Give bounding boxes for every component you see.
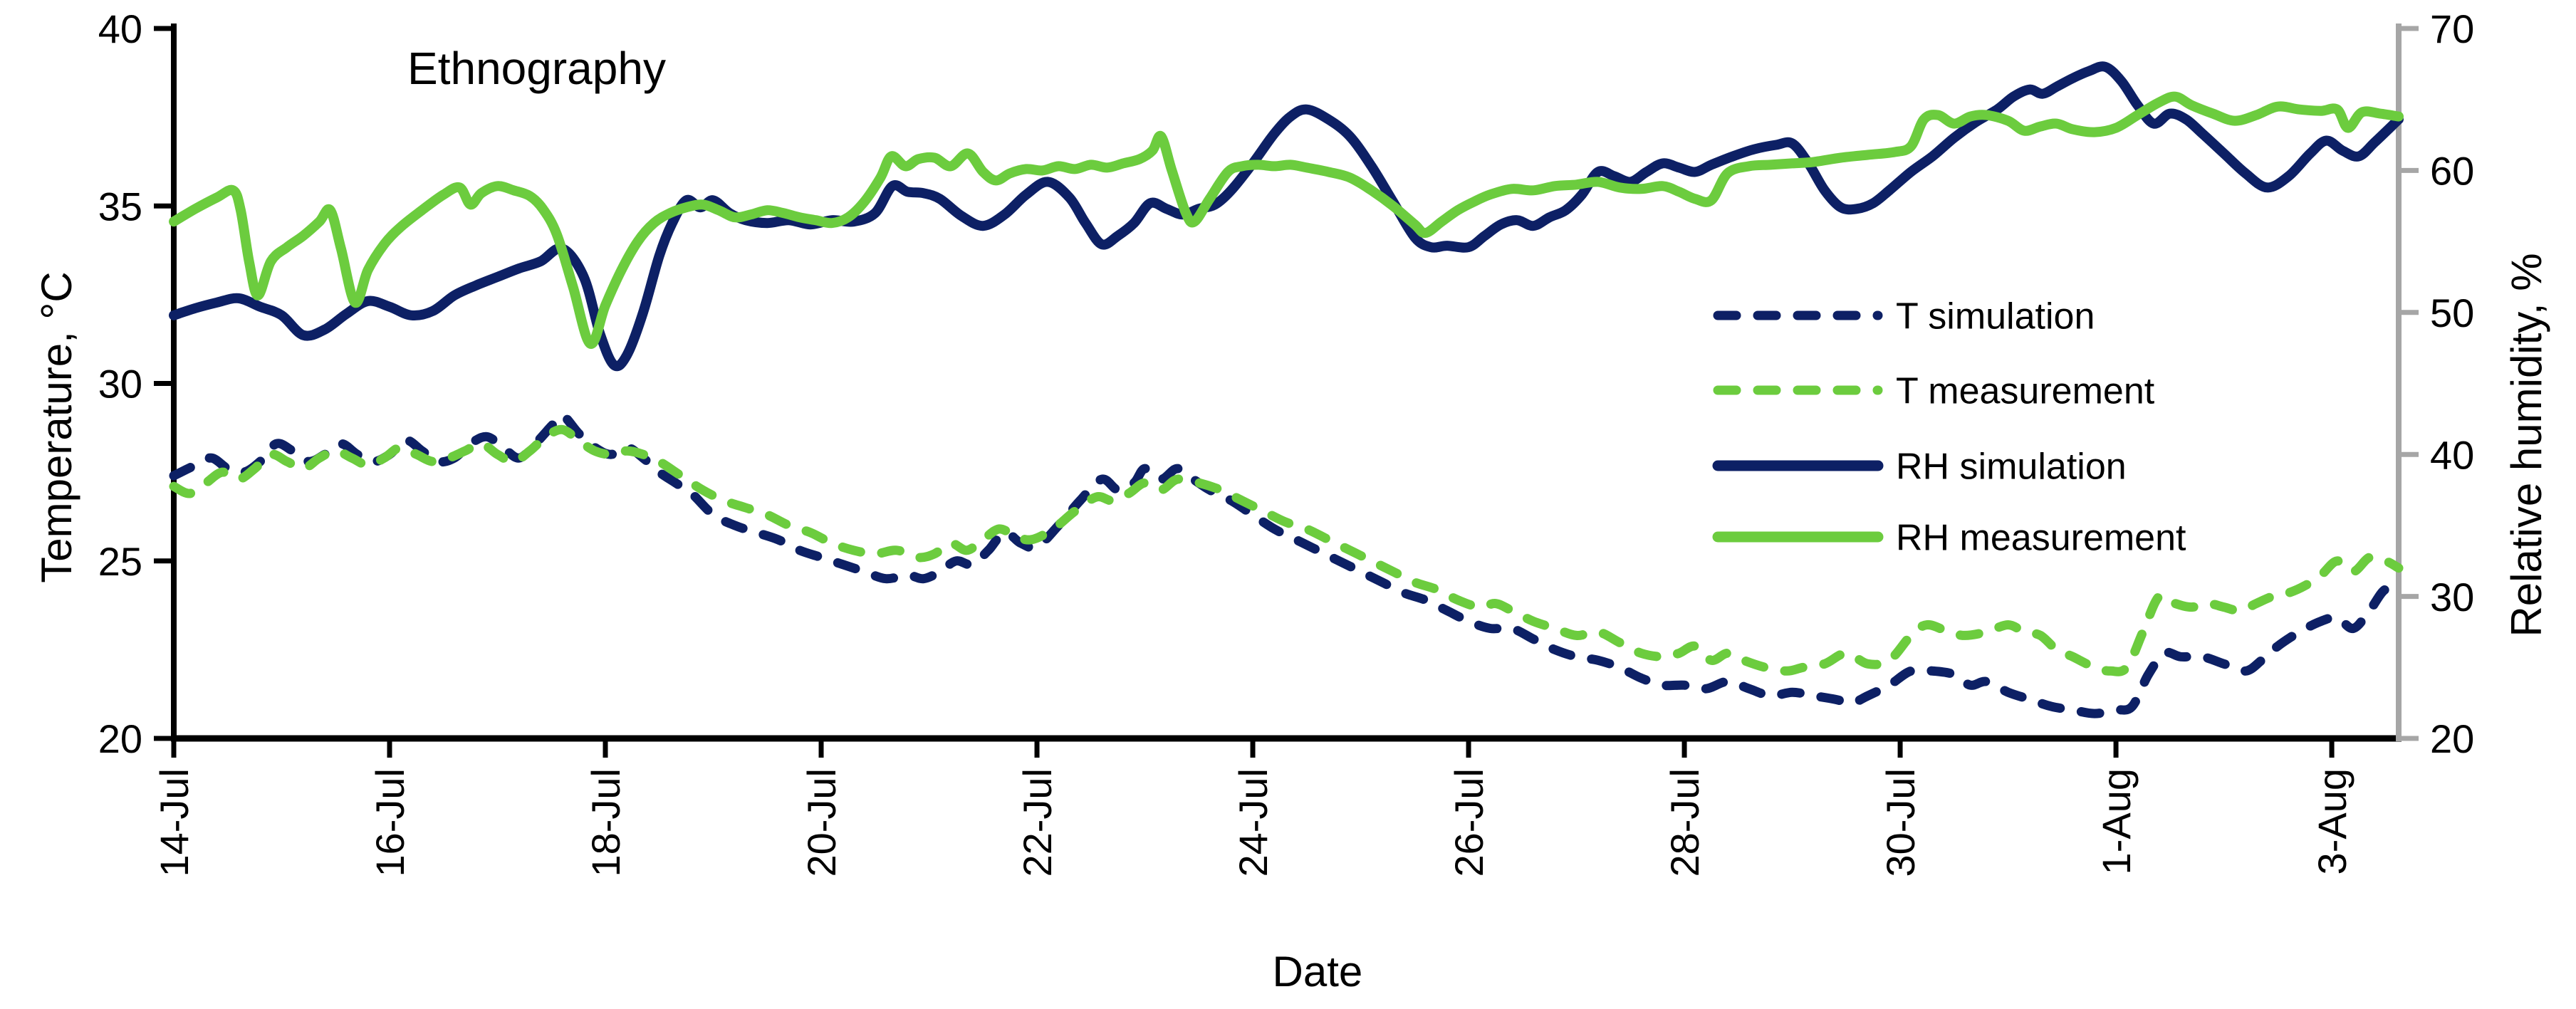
y-left-tick-label: 35 [98, 184, 142, 229]
legend-label: RH simulation [1896, 446, 2127, 488]
right-axis-tick-labels: 70 60 50 40 30 20 [2430, 6, 2474, 761]
legend-item-rh-measurement: RH measurement [1712, 518, 2186, 559]
legend-label: T simulation [1896, 296, 2095, 338]
legend-label: RH measurement [1896, 518, 2186, 559]
x-tick-label: 30-Jul [1878, 768, 1923, 877]
data-series [169, 61, 2404, 718]
y-right-tick-label: 20 [2430, 716, 2474, 761]
y-left-tick-label: 25 [98, 539, 142, 584]
y-left-tick-label: 40 [98, 6, 142, 51]
x-tick-label: 22-Jul [1015, 768, 1060, 877]
y-right-tick-label: 40 [2430, 432, 2474, 477]
x-tick-label: 18-Jul [583, 768, 628, 877]
legend-label: T measurement [1896, 371, 2155, 412]
y-right-tick-label: 60 [2430, 149, 2474, 194]
y-left-tick-label: 20 [98, 716, 142, 761]
x-tick-label: 14-Jul [152, 768, 197, 877]
x-tick-label: 20-Jul [799, 768, 844, 877]
x-tick-label: 24-Jul [1231, 768, 1276, 877]
series-line-rh-measurement [169, 91, 2404, 349]
legend: T simulation T measurement RH simulation RH… [1712, 296, 2186, 559]
axes [154, 23, 2419, 758]
legend-item-rh-simulation: RH simulation [1712, 446, 2127, 488]
legend-item-t-simulation: T simulation [1713, 296, 2095, 338]
y-right-tick-label: 50 [2430, 291, 2474, 335]
x-axis-title: Date [1273, 948, 1363, 995]
chart-title: Ethnography [407, 43, 666, 94]
x-tick-label: 28-Jul [1662, 768, 1707, 877]
y-right-tick-label: 30 [2430, 575, 2474, 619]
x-tick-label: 3-Aug [2310, 768, 2355, 874]
y-right-tick-label: 70 [2430, 6, 2474, 51]
x-tick-label: 16-Jul [367, 768, 412, 877]
series-line-t-measurement [169, 424, 2404, 676]
axis-titles: Ethnography Date Temperature, °C Relative h… [33, 43, 2550, 995]
left-axis-tick-labels: 40 35 30 25 20 [98, 6, 142, 761]
legend-item-t-measurement: T measurement [1713, 371, 2155, 412]
x-axis-tick-labels: 14-Jul 16-Jul 18-Jul 20-Jul 22-Jul 24-Jul 26-J… [152, 768, 2355, 877]
x-tick-label: 1-Aug [2094, 768, 2139, 874]
y-left-tick-label: 30 [98, 362, 142, 407]
y-axis-left-title: Temperature, °C [33, 271, 80, 583]
y-axis-right-title: Relative humidity, % [2503, 253, 2550, 637]
x-tick-label: 26-Jul [1446, 768, 1491, 877]
